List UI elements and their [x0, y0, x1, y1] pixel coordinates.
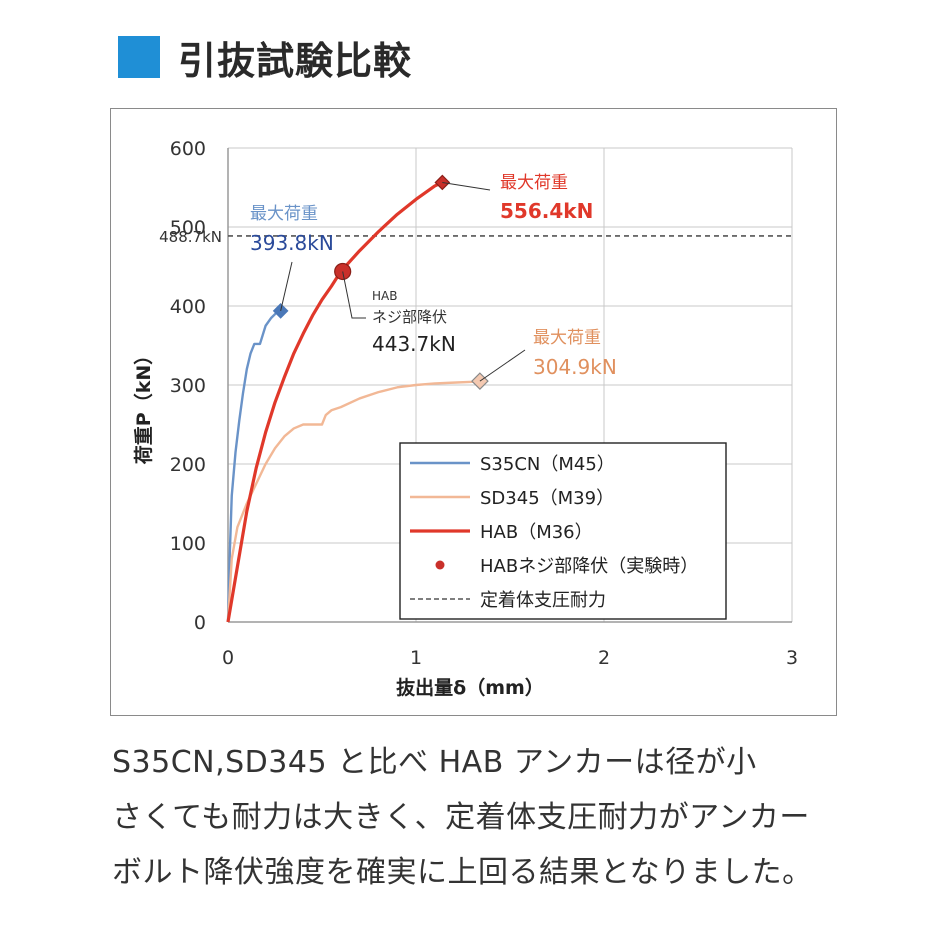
annotation-leader — [342, 271, 366, 319]
caption-line-3: ボルト降伏強度を確実に上回る結果となりました。 — [112, 855, 813, 890]
legend-label: S35CN（M45） — [480, 454, 615, 475]
annotation-title: 最大荷重 — [500, 173, 568, 193]
x-tick-label: 1 — [410, 647, 422, 669]
annotation-subtitle: ネジ部降伏 — [372, 308, 447, 326]
annotation-leader — [479, 349, 526, 382]
y-tick-label: 300 — [170, 375, 206, 397]
legend-swatch — [435, 560, 445, 570]
annotation-leader — [280, 261, 293, 312]
legend-label: HABネジ部降伏（実験時） — [480, 556, 698, 577]
y-tick-label: 0 — [194, 612, 206, 634]
annotation-value: 556.4kN — [500, 199, 593, 223]
series-line-1 — [226, 309, 282, 623]
y-tick-label: 100 — [170, 533, 206, 555]
legend-label: HAB（M36） — [480, 522, 593, 543]
y-tick-label: 500 — [170, 217, 206, 239]
annotation-title: 最大荷重 — [533, 328, 601, 348]
y-tick-label: 600 — [170, 138, 206, 160]
annotation-value: 304.9kN — [533, 355, 617, 379]
x-axis-label: 抜出量δ（mm） — [396, 676, 544, 699]
title-square-icon — [118, 36, 160, 78]
annotation-title: HAB — [372, 289, 397, 303]
annotation-title: 最大荷重 — [250, 204, 318, 224]
page-title: 引抜試験比較 — [178, 39, 413, 83]
annotation-value: 443.7kN — [372, 332, 456, 356]
y-axis-label: 荷重P（kN） — [132, 346, 155, 464]
x-tick-label: 0 — [222, 647, 234, 669]
legend-label: SD345（M39） — [480, 488, 614, 509]
legend-label: 定着体支圧耐力 — [480, 590, 606, 611]
y-tick-label: 400 — [170, 296, 206, 318]
y-tick-label: 200 — [170, 454, 206, 476]
x-tick-label: 3 — [786, 647, 798, 669]
annotation-leader — [442, 181, 491, 191]
reference-line-label: 488.7kN — [159, 228, 222, 246]
annotation-value: 393.8kN — [250, 231, 334, 255]
series-line-3 — [226, 180, 443, 623]
legend-box — [399, 442, 727, 620]
caption-line-1: S35CN,SD345 と比べ HAB アンカーは径が小 — [112, 745, 757, 780]
caption-line-2: さくても耐力は大きく、定着体支圧耐力がアンカー — [112, 800, 810, 835]
x-tick-label: 2 — [598, 647, 610, 669]
